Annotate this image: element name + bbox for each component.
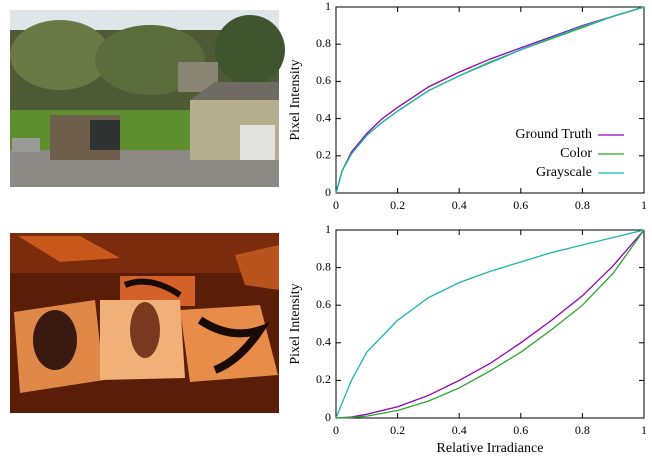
photo-backyard [10,10,285,187]
x-tick-label: 0.2 [390,198,405,212]
y-tick-label: 0.4 [316,335,331,349]
y-axis-label: Pixel Intensity [288,283,303,364]
y-tick-label: 0.2 [316,148,331,162]
y-tick-label: 0.6 [316,73,331,87]
x-tick-label: 0.6 [513,423,528,437]
y-tick-label: 1 [325,222,331,236]
series-line [336,7,644,193]
plot-frame [336,7,644,193]
series-line [336,7,644,193]
legend-label: Ground Truth [515,127,592,142]
y-tick-label: 0.2 [316,372,331,386]
x-tick-label: 0.4 [452,198,467,212]
y-axis-label: Pixel Intensity [288,59,303,140]
x-tick-label: 0.2 [390,423,405,437]
y-tick-label: 0 [325,185,331,199]
series-line [336,7,644,193]
x-tick-label: 0.4 [452,423,467,437]
y-tick-label: 0 [325,410,331,424]
series-line [336,230,644,418]
y-tick-label: 0.8 [316,36,331,50]
figure: 00.20.40.60.8100.20.40.60.81Pixel Intens… [0,0,652,458]
x-tick-label: 0.6 [513,198,528,212]
x-tick-label: 0.8 [575,198,590,212]
page: {"chart_data": [ {"type": "line", "y_lab… [0,0,652,458]
x-tick-label: 0.8 [575,423,590,437]
x-axis-label: Relative Irradiance [437,441,544,456]
series-line [336,230,644,418]
plot-frame [336,230,644,418]
y-tick-label: 0.8 [316,259,331,273]
x-tick-label: 0 [333,423,339,437]
legend-label: Color [560,146,592,161]
legend-label: Grayscale [536,165,592,180]
y-tick-label: 0.6 [316,297,331,311]
x-tick-label: 0 [333,198,339,212]
x-tick-label: 1 [641,198,647,212]
y-tick-label: 0.4 [316,110,331,124]
photo-drawings [10,233,279,413]
series-line [336,230,644,418]
y-tick-label: 1 [325,0,331,13]
x-tick-label: 1 [641,423,647,437]
